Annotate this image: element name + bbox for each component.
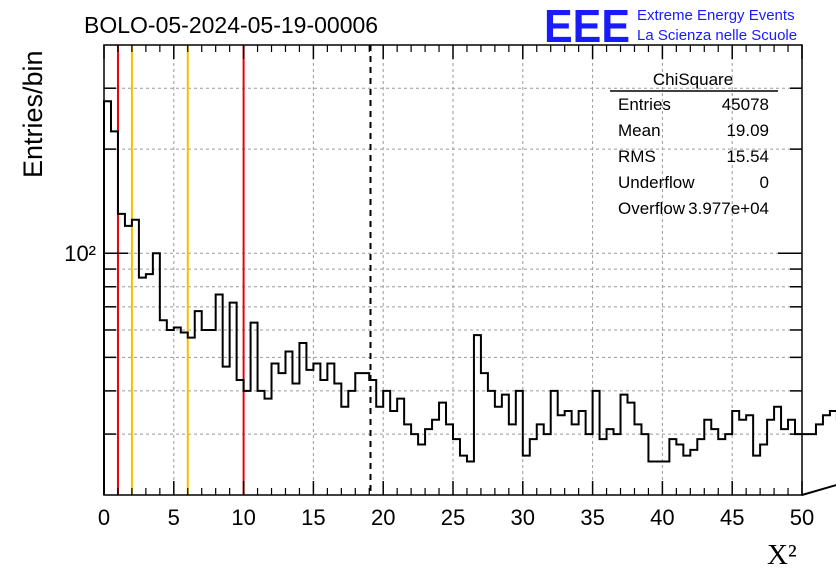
logo-line-2: La Scienza nelle Scuole — [637, 27, 797, 44]
x-tick-label: 25 — [441, 505, 465, 530]
histogram-line — [103, 100, 836, 496]
x-axis-label: X² — [767, 539, 797, 571]
stats-row-value: 45078 — [722, 95, 769, 114]
y-axis-label: Entries/bin — [18, 50, 48, 178]
stats-row-label: RMS — [618, 147, 656, 166]
stats-row-label: Overflow — [618, 199, 686, 218]
eee-logo: EEE Extreme Energy Events La Scienza nel… — [544, 0, 797, 52]
stats-row-label: Entries — [618, 95, 671, 114]
stats-title: ChiSquare — [653, 70, 733, 89]
axis-ticks: 0 5 10 15 20 25 30 35 40 45 50 10² — [64, 45, 814, 530]
logo-mark: EEE — [544, 0, 630, 52]
stats-row-value: 0 — [760, 173, 769, 192]
stats-row-label: Mean — [618, 121, 661, 140]
x-tick-label: 15 — [301, 505, 325, 530]
stats-row-value: 19.09 — [726, 121, 769, 140]
stats-row-label: Underflow — [618, 173, 695, 192]
x-tick-label: 30 — [511, 505, 535, 530]
stats-row-value: 3.977e+04 — [688, 199, 769, 218]
x-tick-label: 20 — [371, 505, 395, 530]
y-tick-label: 10² — [64, 241, 96, 266]
x-tick-label: 45 — [720, 505, 744, 530]
stats-box: ChiSquare Entries 45078 Mean 19.09 RMS 15.54 U… — [610, 70, 778, 218]
histogram — [103, 100, 836, 496]
chart-title: BOLO-05-2024-05-19-00006 — [84, 12, 378, 38]
x-tick-label: 40 — [650, 505, 674, 530]
logo-line-1: Extreme Energy Events — [637, 7, 795, 24]
x-tick-label: 50 — [790, 505, 814, 530]
x-tick-label: 10 — [231, 505, 255, 530]
x-tick-label: 35 — [580, 505, 604, 530]
grid-lines — [104, 45, 802, 495]
stats-row-value: 15.54 — [726, 147, 769, 166]
x-tick-label: 5 — [168, 505, 180, 530]
x-tick-label: 0 — [98, 505, 110, 530]
marker-lines — [116, 45, 372, 495]
